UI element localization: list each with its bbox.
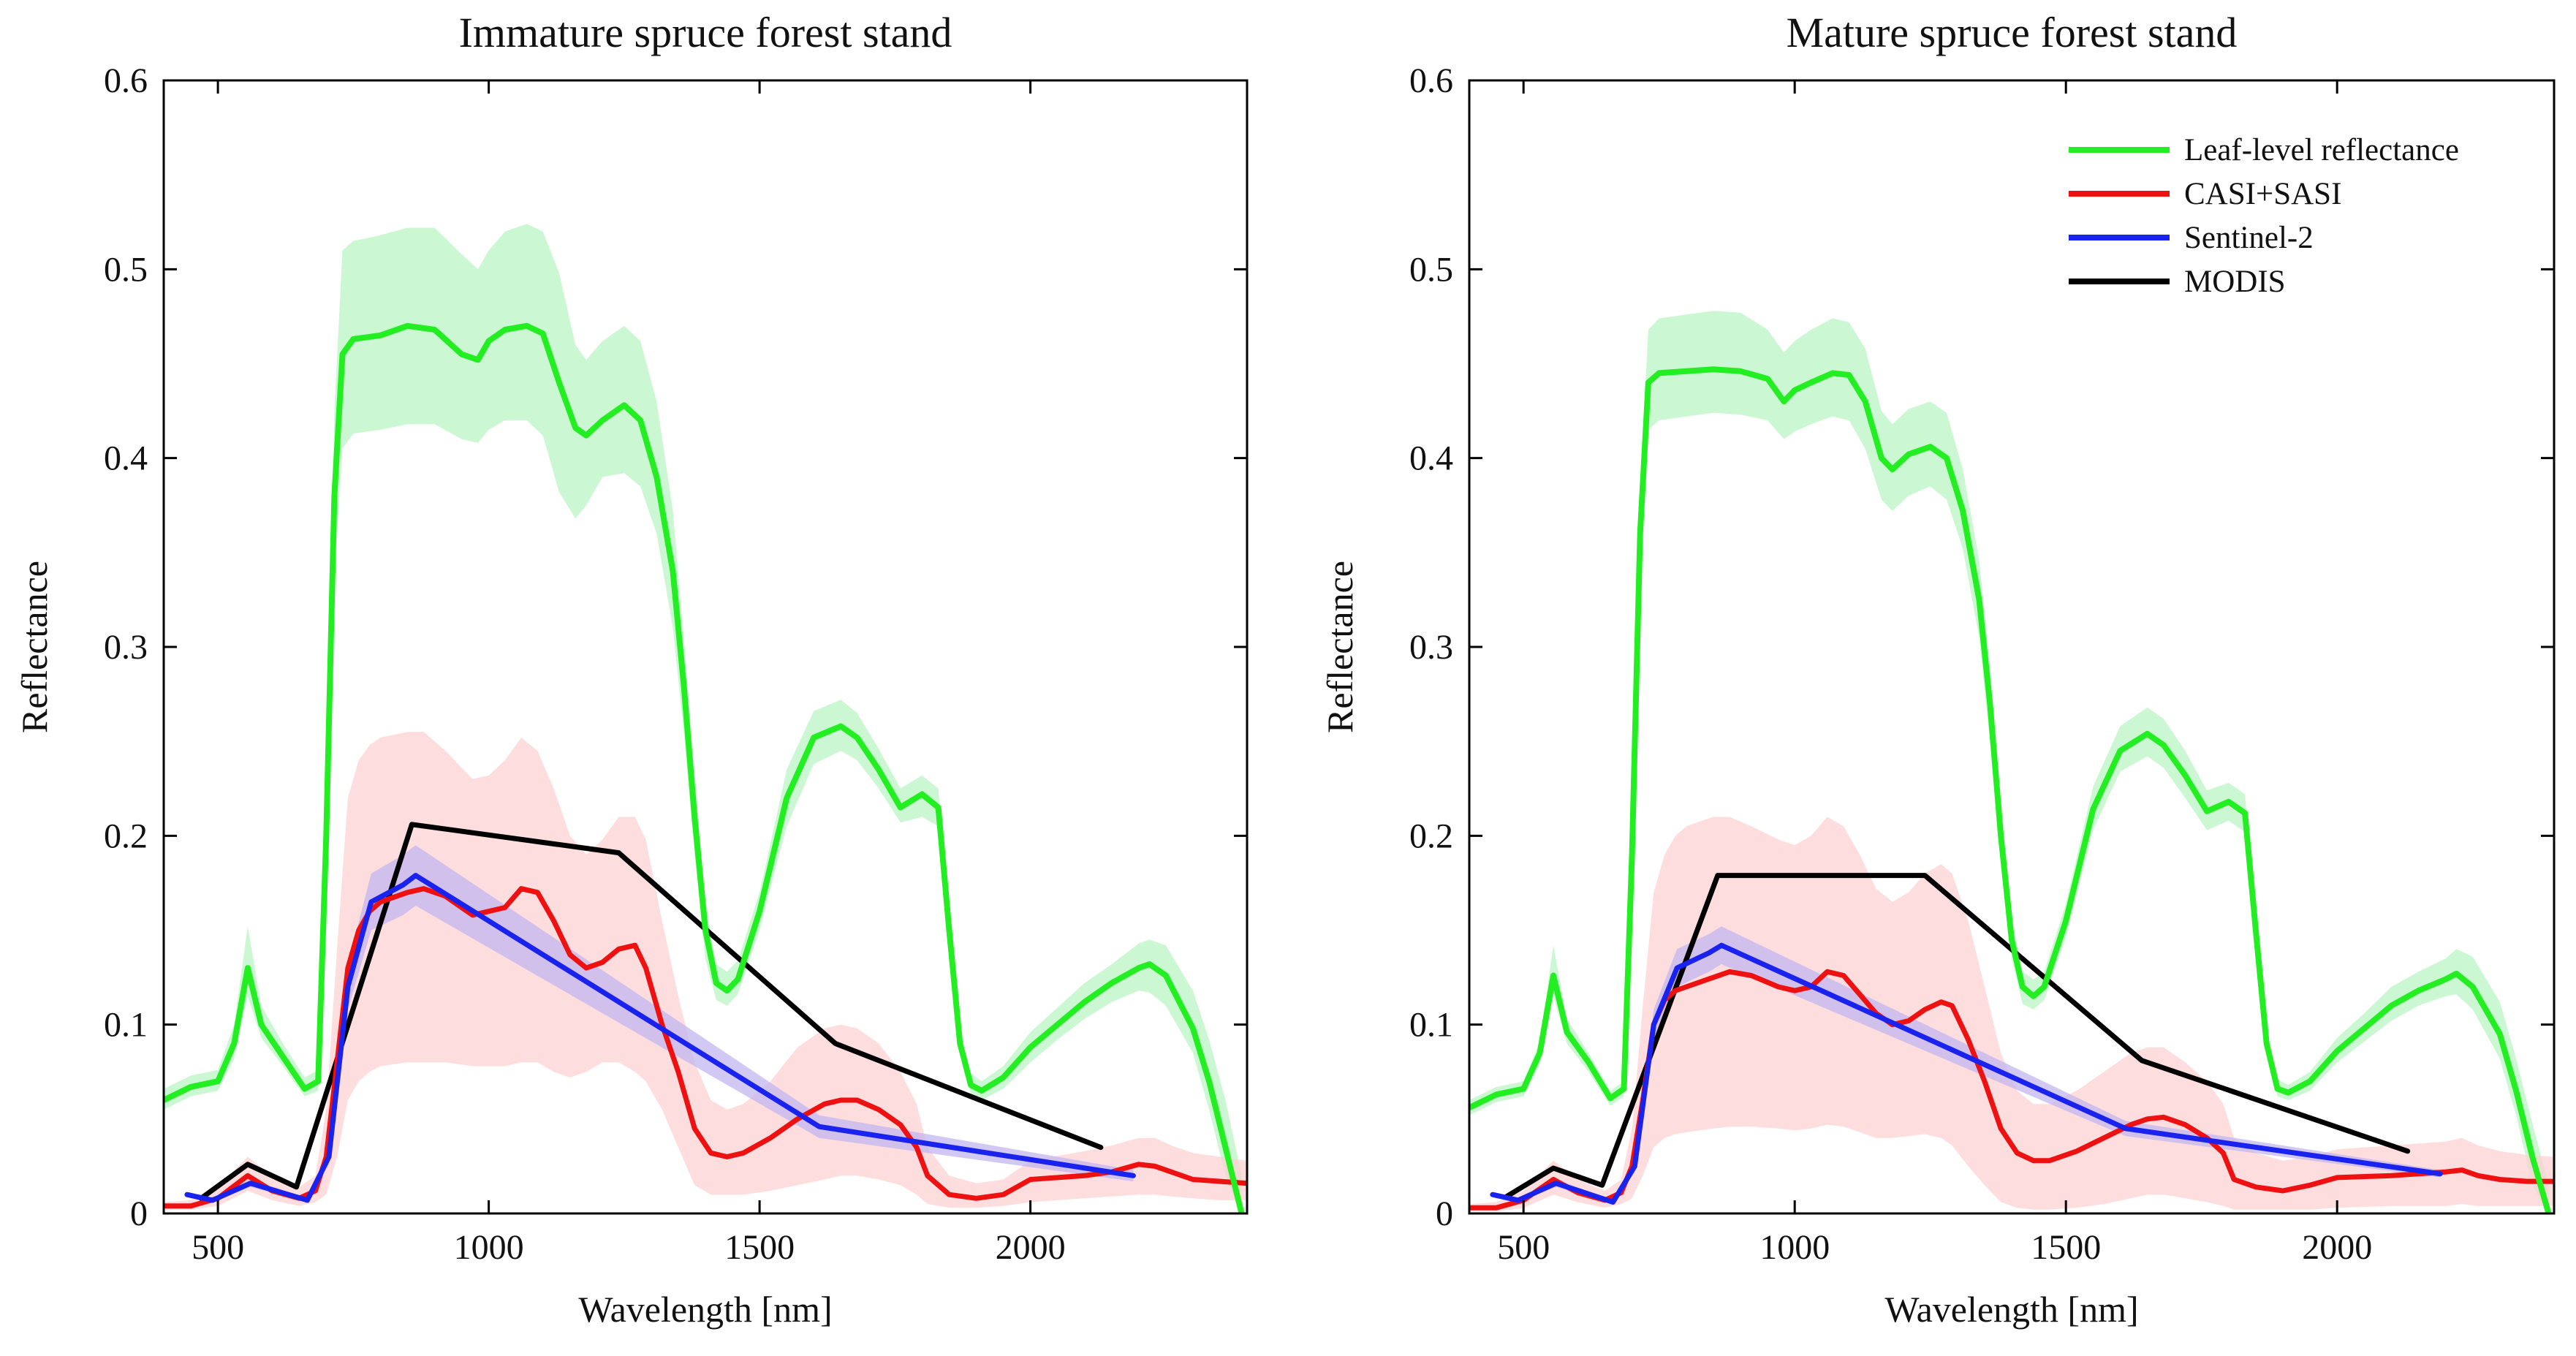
series-band-1 <box>1469 817 2554 1212</box>
y-tick-label: 0.4 <box>1409 439 1453 478</box>
y-tick-label: 0.3 <box>1409 628 1453 667</box>
x-axis-label: Wavelength [nm] <box>1884 1289 2138 1330</box>
y-tick-label: 0.2 <box>1409 817 1453 855</box>
x-axis-label: Wavelength [nm] <box>578 1289 832 1330</box>
y-tick-label: 0.1 <box>1409 1006 1453 1045</box>
legend-label-2: Sentinel-2 <box>2184 221 2314 255</box>
chart-panel-mature: 500 1000 1500 2000 0 0.1 0.2 0.3 0.4 0.5 0.6 Mature… <box>1319 9 2556 1330</box>
x-tick-label: 2000 <box>2302 1228 2372 1267</box>
series-line-3 <box>1504 873 2411 1200</box>
x-tick-label: 2000 <box>996 1228 1066 1267</box>
y-tick-label: 0 <box>1436 1194 1453 1233</box>
x-tick-label: 500 <box>192 1228 244 1267</box>
axes-frame <box>1468 79 2556 1215</box>
x-tick-label: 500 <box>1497 1228 1550 1267</box>
x-tick-label: 1500 <box>724 1228 795 1267</box>
y-tick-label: 0.6 <box>104 61 148 100</box>
y-tick-label: 0.5 <box>1409 250 1453 289</box>
series-line-0 <box>164 322 1245 1213</box>
series-band-1 <box>164 732 1247 1210</box>
x-tick-label: 1500 <box>2031 1228 2101 1267</box>
plot-area <box>1469 311 2554 1213</box>
chart-panel-immature: 500 1000 1500 2000 0 0.1 0.2 0.3 0.4 0.5 0.6 Immatu… <box>14 9 1249 1330</box>
legend-label-1: CASI+SASI <box>2184 177 2341 211</box>
y-tick-label: 0.5 <box>104 250 148 289</box>
y-axis-label: Reflectance <box>1319 561 1360 733</box>
x-tick-label: 1000 <box>454 1228 524 1267</box>
y-axis-label: Reflectance <box>14 561 55 733</box>
y-tick-label: 0 <box>130 1194 148 1233</box>
chart-title: Immature spruce forest stand <box>459 9 952 56</box>
chart-title: Mature spruce forest stand <box>1787 9 2238 56</box>
legend: Leaf-level reflectance CASI+SASI Sentinel-… <box>2069 133 2459 299</box>
y-tick-label: 0.1 <box>104 1006 148 1045</box>
y-tick-label: 0.6 <box>1409 61 1453 100</box>
series-line-3 <box>198 822 1104 1201</box>
legend-label-0: Leaf-level reflectance <box>2184 133 2459 167</box>
x-tick-label: 1000 <box>1759 1228 1830 1267</box>
y-tick-label: 0.2 <box>104 817 148 855</box>
legend-label-3: MODIS <box>2184 265 2286 299</box>
series-line-1 <box>164 886 1247 1209</box>
series-line-2 <box>184 873 1136 1203</box>
y-tick-label: 0.4 <box>104 439 148 478</box>
plot-area <box>164 224 1247 1213</box>
series-line-0 <box>1469 366 2552 1213</box>
y-tick-label: 0.3 <box>104 628 148 667</box>
series-line-2 <box>1490 942 2443 1205</box>
